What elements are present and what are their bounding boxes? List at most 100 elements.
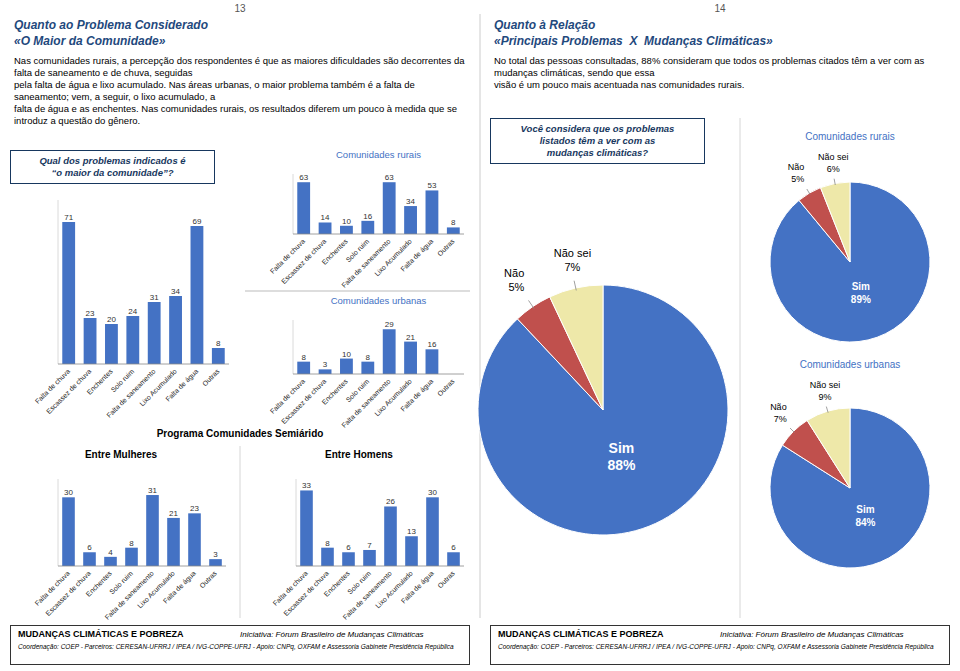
y-axis-line	[58, 479, 59, 566]
data-label: 8	[451, 218, 456, 227]
data-label: 21	[406, 333, 415, 342]
bar	[191, 226, 204, 364]
footer-initiative: Iniciativa: Fórum Brasileiro de Mudanças…	[720, 630, 946, 639]
pie-slice	[478, 285, 728, 535]
bar	[447, 227, 460, 234]
slice-label: Sim	[852, 281, 870, 292]
heading: Quanto à Relação	[494, 18, 944, 32]
data-label: 53	[427, 181, 436, 190]
data-label: 10	[342, 350, 351, 359]
leader-line	[807, 189, 810, 195]
bar	[319, 369, 332, 374]
bar	[340, 226, 353, 234]
data-label: 7%	[774, 414, 787, 424]
data-label: 6	[346, 543, 351, 552]
y-axis-line	[293, 174, 294, 234]
tick-label: Enchentes	[321, 237, 350, 266]
tick-label: Falta de água	[399, 237, 435, 273]
footer-text: MUDANÇAS CLIMÁTICAS E POBREZA	[18, 629, 238, 639]
data-label: 69	[192, 217, 201, 226]
data-label: 8	[216, 339, 221, 348]
tick-label: Lixo Acumulado	[136, 569, 176, 609]
bar	[188, 513, 201, 566]
y-axis-line	[293, 320, 294, 374]
tick-label: Falta de chuva	[272, 569, 309, 606]
tick-label: Lixo Acumulado	[373, 237, 413, 277]
x-axis-line	[293, 374, 464, 375]
bar	[167, 518, 180, 566]
bar	[300, 490, 313, 566]
tick-label: Lixo Acumulado	[373, 377, 413, 417]
bar	[404, 342, 417, 374]
bar	[62, 497, 75, 566]
bar	[342, 552, 355, 566]
pie-slice	[821, 182, 850, 262]
slice-label: Não sei	[554, 247, 591, 259]
data-label: 4	[108, 548, 113, 557]
bar	[426, 190, 439, 234]
data-label: 6	[451, 543, 456, 552]
tick-label: Outras	[198, 569, 218, 589]
x-axis-line	[58, 364, 229, 365]
data-label: 63	[299, 173, 308, 182]
bar	[125, 548, 138, 566]
data-label: 16	[427, 340, 436, 349]
data-label: 34	[171, 287, 180, 296]
bar	[404, 206, 417, 234]
slice-label: Sim	[856, 504, 874, 515]
y-axis-line	[58, 200, 59, 364]
data-label: 26	[386, 497, 395, 506]
data-label: 63	[385, 173, 394, 182]
data-label: 30	[428, 488, 437, 497]
bar-group	[297, 329, 438, 374]
data-label: 8	[301, 353, 306, 362]
data-label: 5%	[508, 281, 524, 293]
tick-label: Falta de água	[162, 569, 198, 605]
data-label: 84%	[855, 517, 875, 528]
section-divider	[240, 446, 241, 618]
bar	[383, 182, 396, 234]
chart-title: Comunidades rurais	[336, 149, 421, 160]
tick-label: Falta de água	[399, 377, 435, 413]
x-axis-line	[58, 566, 226, 567]
tick-label: Lixo Acumulado	[138, 367, 178, 407]
data-label: 3	[323, 360, 328, 369]
chart-title: Comunidades rurais	[805, 131, 895, 142]
tick-label: Enchentes	[323, 569, 352, 598]
tick-label: Enchentes	[85, 569, 114, 598]
leader-line	[826, 407, 828, 413]
bar	[105, 324, 118, 364]
bar	[83, 552, 96, 566]
data-label: 6%	[827, 164, 840, 174]
bar-group	[300, 490, 460, 566]
bar	[169, 296, 182, 364]
data-label: 33	[302, 481, 311, 490]
data-label: 29	[385, 320, 394, 329]
pie-slice	[770, 182, 930, 342]
question-box: Você considera que os problemas listados…	[490, 118, 705, 164]
data-label: 5%	[791, 174, 804, 184]
leader-line	[834, 179, 835, 185]
data-label: 7	[367, 541, 372, 550]
data-label: 21	[169, 509, 178, 518]
bar	[146, 495, 159, 566]
bar-group	[297, 182, 459, 234]
question-box: Qual dos problemas indicados é “o maior …	[10, 150, 215, 184]
data-label: 30	[64, 488, 73, 497]
data-label: 13	[407, 527, 416, 536]
slice-label: Não	[770, 402, 787, 412]
bar	[126, 316, 139, 364]
bar	[363, 550, 376, 566]
bar	[212, 348, 225, 364]
bar	[361, 221, 374, 234]
heading: «O Maior da Comunidade»	[14, 34, 464, 48]
bar	[148, 302, 161, 364]
panel-divider	[740, 118, 741, 618]
bar	[426, 349, 439, 374]
tick-label: Enchentes	[321, 377, 350, 406]
slice-label: Não sei	[810, 380, 841, 390]
data-label: 10	[342, 217, 351, 226]
data-label: 16	[363, 212, 372, 221]
tick-label: Falta de água	[400, 569, 436, 605]
chart-title: Comunidades urbanas	[331, 295, 427, 306]
